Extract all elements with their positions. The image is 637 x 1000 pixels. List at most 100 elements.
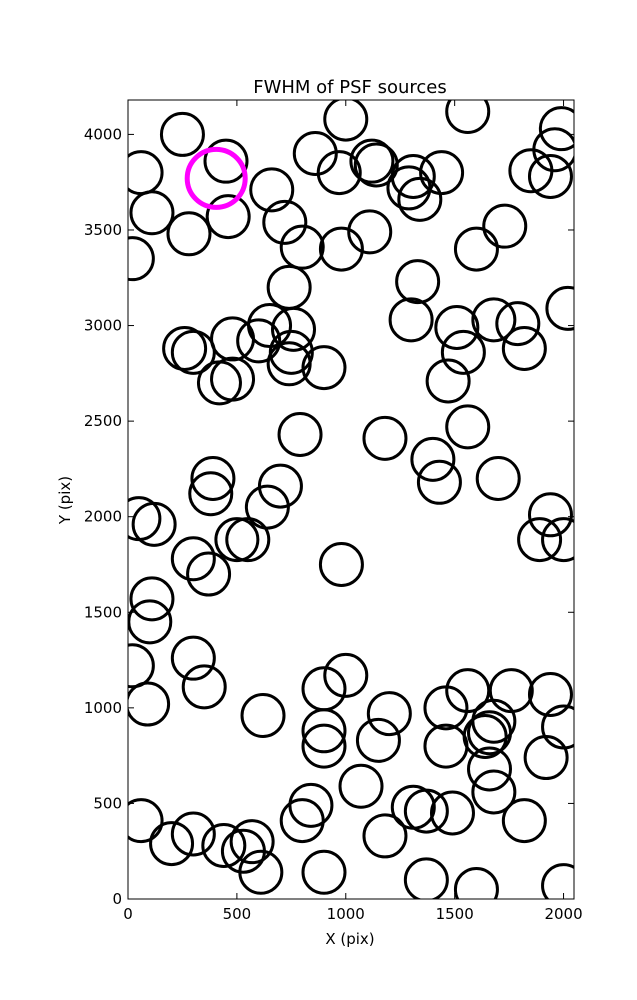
- source-marker: [181, 664, 227, 710]
- source-marker: [410, 436, 456, 482]
- source-marker: [495, 301, 541, 347]
- source-marker: [338, 763, 384, 809]
- y-tick-label: 0: [112, 890, 122, 908]
- source-marker: [301, 345, 347, 391]
- source-marker: [467, 746, 513, 792]
- x-axis-label: X (pix): [325, 930, 374, 948]
- source-marker: [131, 501, 177, 547]
- source-marker: [301, 849, 347, 895]
- source-marker: [301, 723, 347, 769]
- source-marker: [501, 325, 547, 371]
- source-marker: [445, 404, 491, 450]
- source-marker: [488, 668, 534, 714]
- source-marker: [425, 358, 471, 404]
- source-marker: [323, 100, 369, 142]
- source-marker: [538, 106, 574, 152]
- source-marker: [170, 536, 216, 582]
- x-tick-label: 500: [223, 905, 252, 923]
- chart-title: FWHM of PSF sources: [253, 77, 447, 98]
- x-tick-label: 2000: [544, 905, 582, 923]
- source-marker: [545, 285, 574, 331]
- source-marker: [170, 635, 216, 681]
- source-marker: [434, 304, 480, 350]
- source-marker: [249, 167, 295, 213]
- source-marker: [501, 798, 547, 844]
- source-marker: [362, 415, 408, 461]
- source-marker: [292, 131, 338, 177]
- source-marker: [355, 717, 401, 763]
- y-tick-label: 1500: [84, 603, 122, 621]
- source-marker: [395, 259, 441, 305]
- source-marker: [397, 176, 443, 222]
- source-marker: [271, 306, 317, 352]
- source-marker: [149, 821, 195, 867]
- y-tick-label: 3500: [84, 221, 122, 239]
- source-marker: [453, 866, 499, 899]
- source-marker: [316, 150, 362, 196]
- source-marker: [128, 599, 173, 645]
- source-marker: [523, 735, 569, 781]
- source-marker: [323, 652, 369, 698]
- source-marker: [236, 318, 282, 364]
- source-marker: [201, 822, 247, 868]
- source-marker: [129, 190, 175, 236]
- source-marker: [347, 209, 393, 255]
- source-marker: [203, 138, 249, 184]
- source-marker: [166, 211, 212, 257]
- source-marker: [170, 329, 216, 375]
- source-marker: [170, 811, 216, 857]
- source-marker: [386, 165, 432, 211]
- source-marker: [388, 297, 434, 343]
- source-marker: [471, 769, 517, 815]
- highlighted-source-marker: [184, 146, 248, 210]
- y-tick-label: 4000: [84, 125, 122, 143]
- source-marker: [244, 484, 290, 530]
- source-marker: [128, 798, 164, 844]
- source-marker: [403, 788, 449, 834]
- source-marker: [229, 819, 275, 865]
- source-marker: [240, 692, 286, 738]
- source-marker: [527, 492, 573, 538]
- x-tick-label: 1500: [436, 905, 474, 923]
- source-marker: [527, 153, 573, 199]
- source-marker: [186, 551, 232, 597]
- source-marker: [262, 199, 308, 245]
- source-marker: [403, 857, 449, 899]
- source-marker: [471, 297, 517, 343]
- source-marker: [159, 111, 205, 157]
- y-tick-label: 2500: [84, 412, 122, 430]
- source-marker: [279, 224, 325, 270]
- y-axis-label: Y (pix): [56, 476, 74, 525]
- source-marker: [440, 329, 486, 375]
- source-marker: [188, 471, 234, 517]
- y-tick-label: 2000: [84, 508, 122, 526]
- source-marker: [129, 576, 175, 622]
- axis-ticks: 0 500 1000 1500 2000 0 500 1000 1500 2000 2500 3000…: [84, 100, 583, 923]
- source-marker: [453, 226, 499, 272]
- source-marker: [225, 517, 271, 563]
- source-marker: [128, 236, 155, 282]
- source-marker: [277, 412, 323, 458]
- source-marker: [349, 138, 395, 184]
- plot-frame: [127, 99, 575, 900]
- source-marker: [362, 813, 408, 859]
- x-tick-label: 1000: [327, 905, 365, 923]
- source-marker: [301, 708, 347, 754]
- source-marker: [318, 541, 364, 587]
- source-markers: [128, 100, 574, 899]
- source-marker: [288, 782, 334, 828]
- source-marker: [210, 316, 256, 362]
- source-marker: [128, 643, 155, 689]
- source-marker: [210, 356, 256, 402]
- source-marker: [238, 849, 284, 895]
- source-marker: [429, 790, 475, 836]
- source-marker: [205, 194, 251, 240]
- source-marker: [541, 863, 574, 899]
- source-marker: [541, 517, 574, 563]
- x-tick-label: 0: [123, 905, 133, 923]
- source-marker: [162, 325, 208, 371]
- source-marker: [419, 150, 465, 196]
- source-marker: [190, 455, 236, 501]
- source-marker: [416, 459, 462, 505]
